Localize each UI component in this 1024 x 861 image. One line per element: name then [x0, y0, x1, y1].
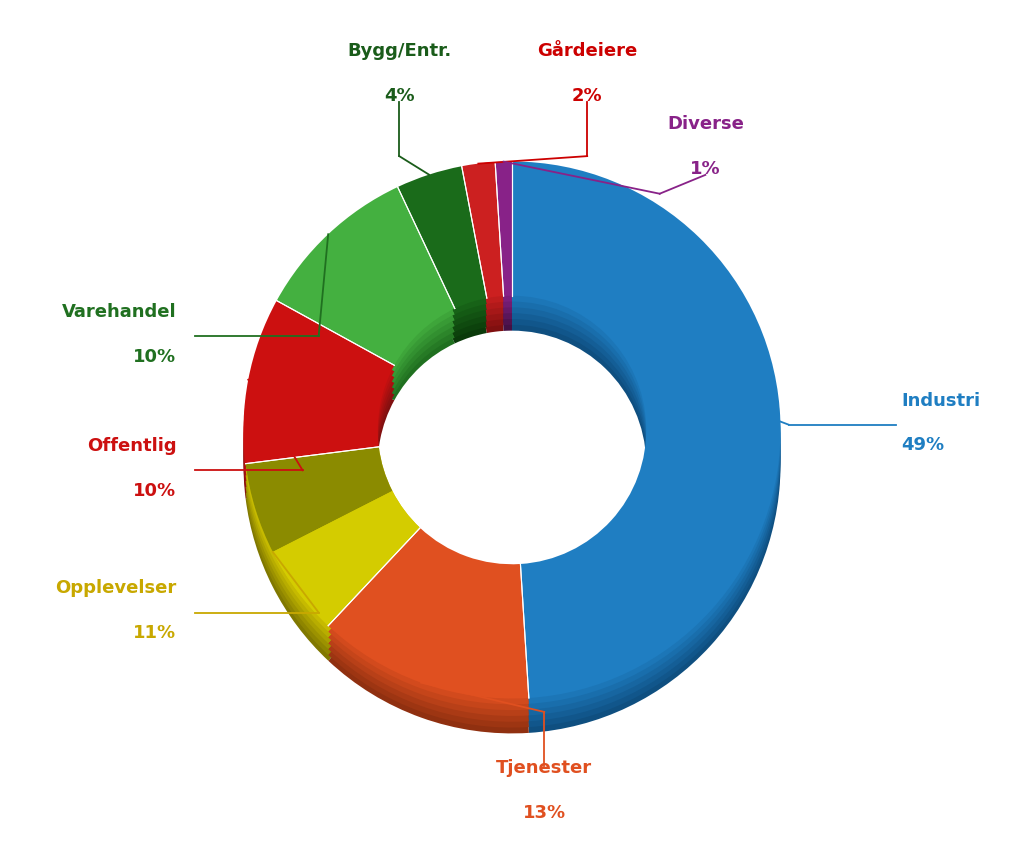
Wedge shape [276, 223, 455, 400]
Wedge shape [512, 168, 780, 704]
Wedge shape [246, 482, 420, 661]
Wedge shape [244, 313, 394, 476]
Wedge shape [496, 186, 512, 320]
Wedge shape [244, 307, 394, 470]
Text: Opplevelser: Opplevelser [55, 579, 176, 597]
Wedge shape [244, 325, 394, 487]
Text: Diverse: Diverse [667, 115, 743, 133]
Text: Tjenester: Tjenester [497, 759, 592, 777]
Wedge shape [246, 459, 420, 638]
Wedge shape [276, 188, 455, 366]
Wedge shape [329, 563, 528, 734]
Text: 1%: 1% [690, 159, 721, 177]
Wedge shape [244, 331, 394, 493]
Wedge shape [246, 448, 392, 552]
Text: Varehandel: Varehandel [61, 302, 176, 320]
Wedge shape [276, 211, 455, 389]
Wedge shape [276, 200, 455, 377]
Wedge shape [462, 186, 504, 322]
Text: 2%: 2% [571, 87, 602, 105]
Wedge shape [462, 169, 504, 305]
Wedge shape [276, 217, 455, 395]
Text: Industri: Industri [901, 391, 980, 409]
Wedge shape [512, 197, 780, 733]
Wedge shape [397, 202, 486, 344]
Wedge shape [244, 301, 394, 464]
Wedge shape [462, 175, 504, 311]
Wedge shape [276, 205, 455, 383]
Wedge shape [329, 529, 528, 698]
Text: 11%: 11% [133, 623, 176, 641]
Wedge shape [397, 190, 486, 332]
Wedge shape [496, 168, 512, 302]
Wedge shape [246, 448, 420, 626]
Text: Offentlig: Offentlig [87, 437, 176, 455]
Wedge shape [329, 557, 528, 728]
Wedge shape [244, 336, 394, 499]
Text: Gårdeiere: Gårdeiere [537, 42, 637, 60]
Wedge shape [244, 319, 394, 481]
Wedge shape [512, 186, 780, 722]
Wedge shape [496, 191, 512, 325]
Wedge shape [246, 471, 420, 649]
Wedge shape [496, 180, 512, 314]
Wedge shape [329, 540, 528, 710]
Wedge shape [462, 180, 504, 316]
Wedge shape [329, 546, 528, 716]
Wedge shape [512, 191, 780, 728]
Text: 10%: 10% [133, 481, 176, 499]
Text: 4%: 4% [384, 87, 415, 105]
Wedge shape [462, 198, 504, 334]
Wedge shape [397, 173, 486, 315]
Wedge shape [246, 465, 420, 643]
Wedge shape [496, 163, 512, 297]
Wedge shape [397, 167, 486, 309]
Text: 10%: 10% [133, 347, 176, 365]
Wedge shape [512, 174, 780, 709]
Wedge shape [272, 492, 420, 626]
Text: 13%: 13% [522, 803, 566, 821]
Wedge shape [246, 476, 420, 655]
Wedge shape [397, 196, 486, 338]
Wedge shape [397, 179, 486, 321]
Wedge shape [329, 534, 528, 704]
Text: 49%: 49% [901, 436, 944, 454]
Wedge shape [246, 453, 420, 632]
Text: Bygg/Entr.: Bygg/Entr. [347, 42, 452, 60]
Wedge shape [397, 184, 486, 326]
Wedge shape [462, 163, 504, 299]
Wedge shape [512, 180, 780, 715]
Wedge shape [496, 174, 512, 308]
Wedge shape [329, 552, 528, 722]
Wedge shape [512, 163, 780, 698]
Wedge shape [496, 197, 512, 331]
Wedge shape [462, 192, 504, 328]
Wedge shape [276, 194, 455, 372]
